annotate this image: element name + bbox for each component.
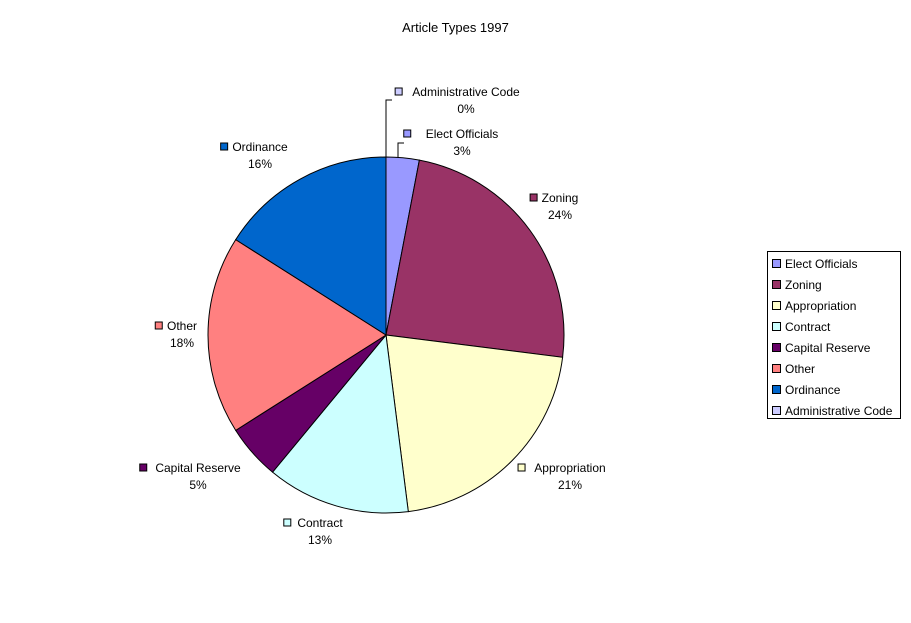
data-label-swatch	[517, 463, 526, 472]
legend-label: Capital Reserve	[785, 340, 871, 355]
data-label-swatch	[394, 87, 403, 96]
legend-swatch	[772, 259, 781, 268]
legend-label: Administrative Code	[785, 403, 893, 418]
legend-item: Administrative Code	[772, 400, 892, 421]
data-label-value: 5%	[189, 478, 207, 492]
data-label-value: 16%	[248, 157, 272, 171]
leader-line	[385, 99, 392, 157]
legend-label: Elect Officials	[785, 256, 858, 271]
legend: Elect Officials Zoning Appropriation Contra…	[767, 251, 901, 419]
data-label-category: Ordinance	[232, 140, 288, 154]
data-label-swatch	[154, 321, 163, 330]
data-label-value: 3%	[453, 144, 471, 158]
legend-item: Ordinance	[772, 379, 840, 400]
chart-title: Article Types 1997	[402, 20, 509, 35]
legend-label: Contract	[785, 319, 831, 334]
pie-slice-ordinance	[235, 156, 387, 336]
legend-label: Appropriation	[785, 298, 857, 313]
legend-label: Other	[785, 361, 816, 376]
pie-slice-other	[207, 238, 387, 432]
legend-item: Appropriation	[772, 295, 856, 316]
legend-item: Other	[772, 358, 815, 379]
legend-item: Elect Officials	[772, 253, 857, 274]
data-label-value: 21%	[558, 478, 582, 492]
data-label-swatch	[283, 518, 292, 527]
data-label-value: 18%	[170, 336, 194, 350]
data-label-value: 13%	[308, 533, 332, 547]
data-label-category: Appropriation	[534, 461, 605, 475]
legend-item: Zoning	[772, 274, 822, 295]
pie-slice-appropriation	[385, 334, 564, 513]
data-label-category: Capital Reserve	[155, 461, 241, 475]
data-label-swatch	[139, 463, 148, 472]
data-label-value: 24%	[548, 208, 572, 222]
data-label-category: Zoning	[542, 191, 579, 205]
legend-item: Capital Reserve	[772, 337, 870, 358]
legend-swatch	[772, 364, 781, 373]
leader-line	[397, 142, 404, 157]
legend-label: Zoning	[785, 277, 822, 292]
data-label-swatch	[403, 129, 412, 138]
data-label-category: Administrative Code	[412, 85, 520, 99]
pie-slice-zoning	[385, 159, 565, 358]
legend-swatch	[772, 280, 781, 289]
legend-item: Contract	[772, 316, 830, 337]
legend-swatch	[772, 301, 781, 310]
data-label-category: Elect Officials	[426, 127, 498, 141]
pie-slice-contract	[271, 333, 409, 514]
legend-label: Ordinance	[785, 382, 841, 397]
data-label-swatch	[220, 142, 229, 151]
data-label-category: Contract	[297, 516, 343, 530]
legend-swatch	[772, 385, 781, 394]
data-label-value: 0%	[457, 102, 475, 116]
legend-swatch	[772, 406, 781, 415]
legend-swatch	[772, 343, 781, 352]
data-label-category: Other	[167, 319, 197, 333]
data-label-swatch	[529, 193, 538, 202]
legend-swatch	[772, 322, 781, 331]
